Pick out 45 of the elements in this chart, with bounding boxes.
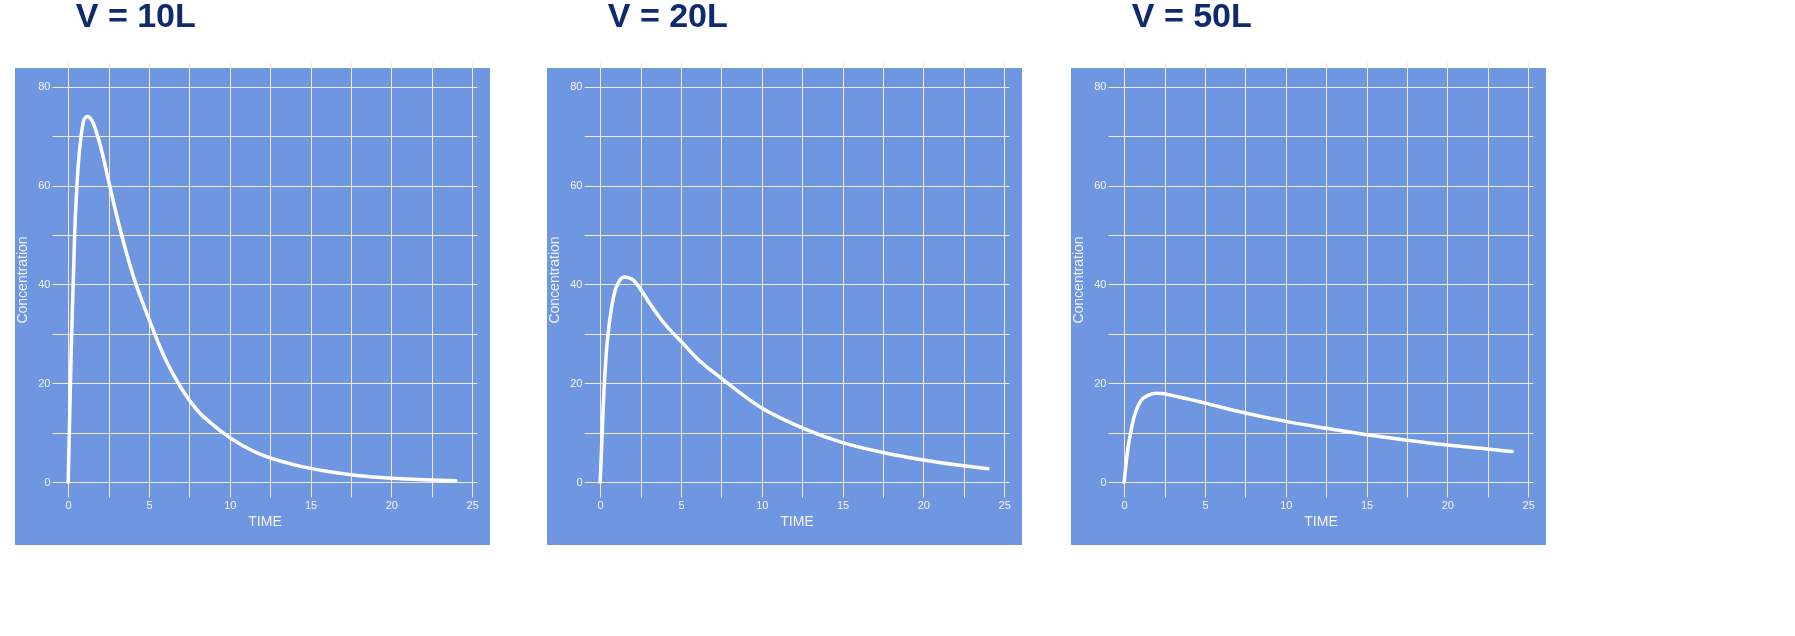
y-tick-label: 0 — [576, 475, 583, 488]
y-tick-label: 40 — [1094, 277, 1107, 290]
x-tick-label: 25 — [466, 498, 479, 511]
y-axis-title: Concentration — [1070, 236, 1087, 324]
x-tick-label: 15 — [304, 498, 318, 511]
x-tick-label: 20 — [385, 498, 398, 511]
x-tick-label: 25 — [1522, 498, 1535, 511]
line-series — [66, 114, 458, 484]
x-tick-label: 25 — [998, 498, 1011, 511]
y-tick-label: 0 — [44, 475, 51, 488]
y-axis-title: Concentration — [546, 236, 563, 324]
chart-title: V = 20L — [607, 0, 728, 34]
y-tick-label: 40 — [38, 277, 51, 290]
x-tick-label: 0 — [597, 498, 604, 511]
line-series — [598, 275, 990, 484]
x-tick-label: 0 — [1121, 498, 1128, 511]
line-series — [1122, 391, 1514, 484]
y-tick-label: 60 — [1094, 179, 1107, 192]
x-axis-title: TIME — [780, 512, 814, 529]
x-tick-label: 0 — [65, 498, 72, 511]
x-tick-label: 10 — [224, 498, 237, 511]
y-tick-label: 20 — [570, 376, 583, 389]
x-tick-label: 20 — [1441, 498, 1454, 511]
y-tick-label: 80 — [1094, 80, 1107, 93]
y-tick-label: 80 — [38, 80, 51, 93]
x-tick-label: 5 — [678, 498, 685, 511]
x-axis-title: TIME — [1304, 512, 1338, 529]
x-tick-label: 5 — [146, 498, 153, 511]
x-axis-title: TIME — [248, 512, 282, 529]
y-axis-title: Concentration — [14, 236, 31, 324]
y-tick-label: 80 — [570, 80, 583, 93]
x-tick-label: 20 — [917, 498, 930, 511]
chart-title: V = 50L — [1131, 0, 1252, 34]
y-tick-label: 20 — [38, 376, 51, 389]
x-tick-label: 15 — [1360, 498, 1374, 511]
y-tick-label: 20 — [1094, 376, 1107, 389]
y-tick-label: 40 — [570, 277, 583, 290]
y-tick-label: 60 — [38, 179, 51, 192]
x-tick-label: 10 — [1280, 498, 1293, 511]
y-tick-label: 60 — [570, 179, 583, 192]
y-tick-label: 0 — [1100, 475, 1107, 488]
x-tick-label: 10 — [756, 498, 769, 511]
x-tick-label: 5 — [1202, 498, 1209, 511]
x-tick-label: 15 — [836, 498, 850, 511]
chart-title: V = 10L — [75, 0, 196, 34]
